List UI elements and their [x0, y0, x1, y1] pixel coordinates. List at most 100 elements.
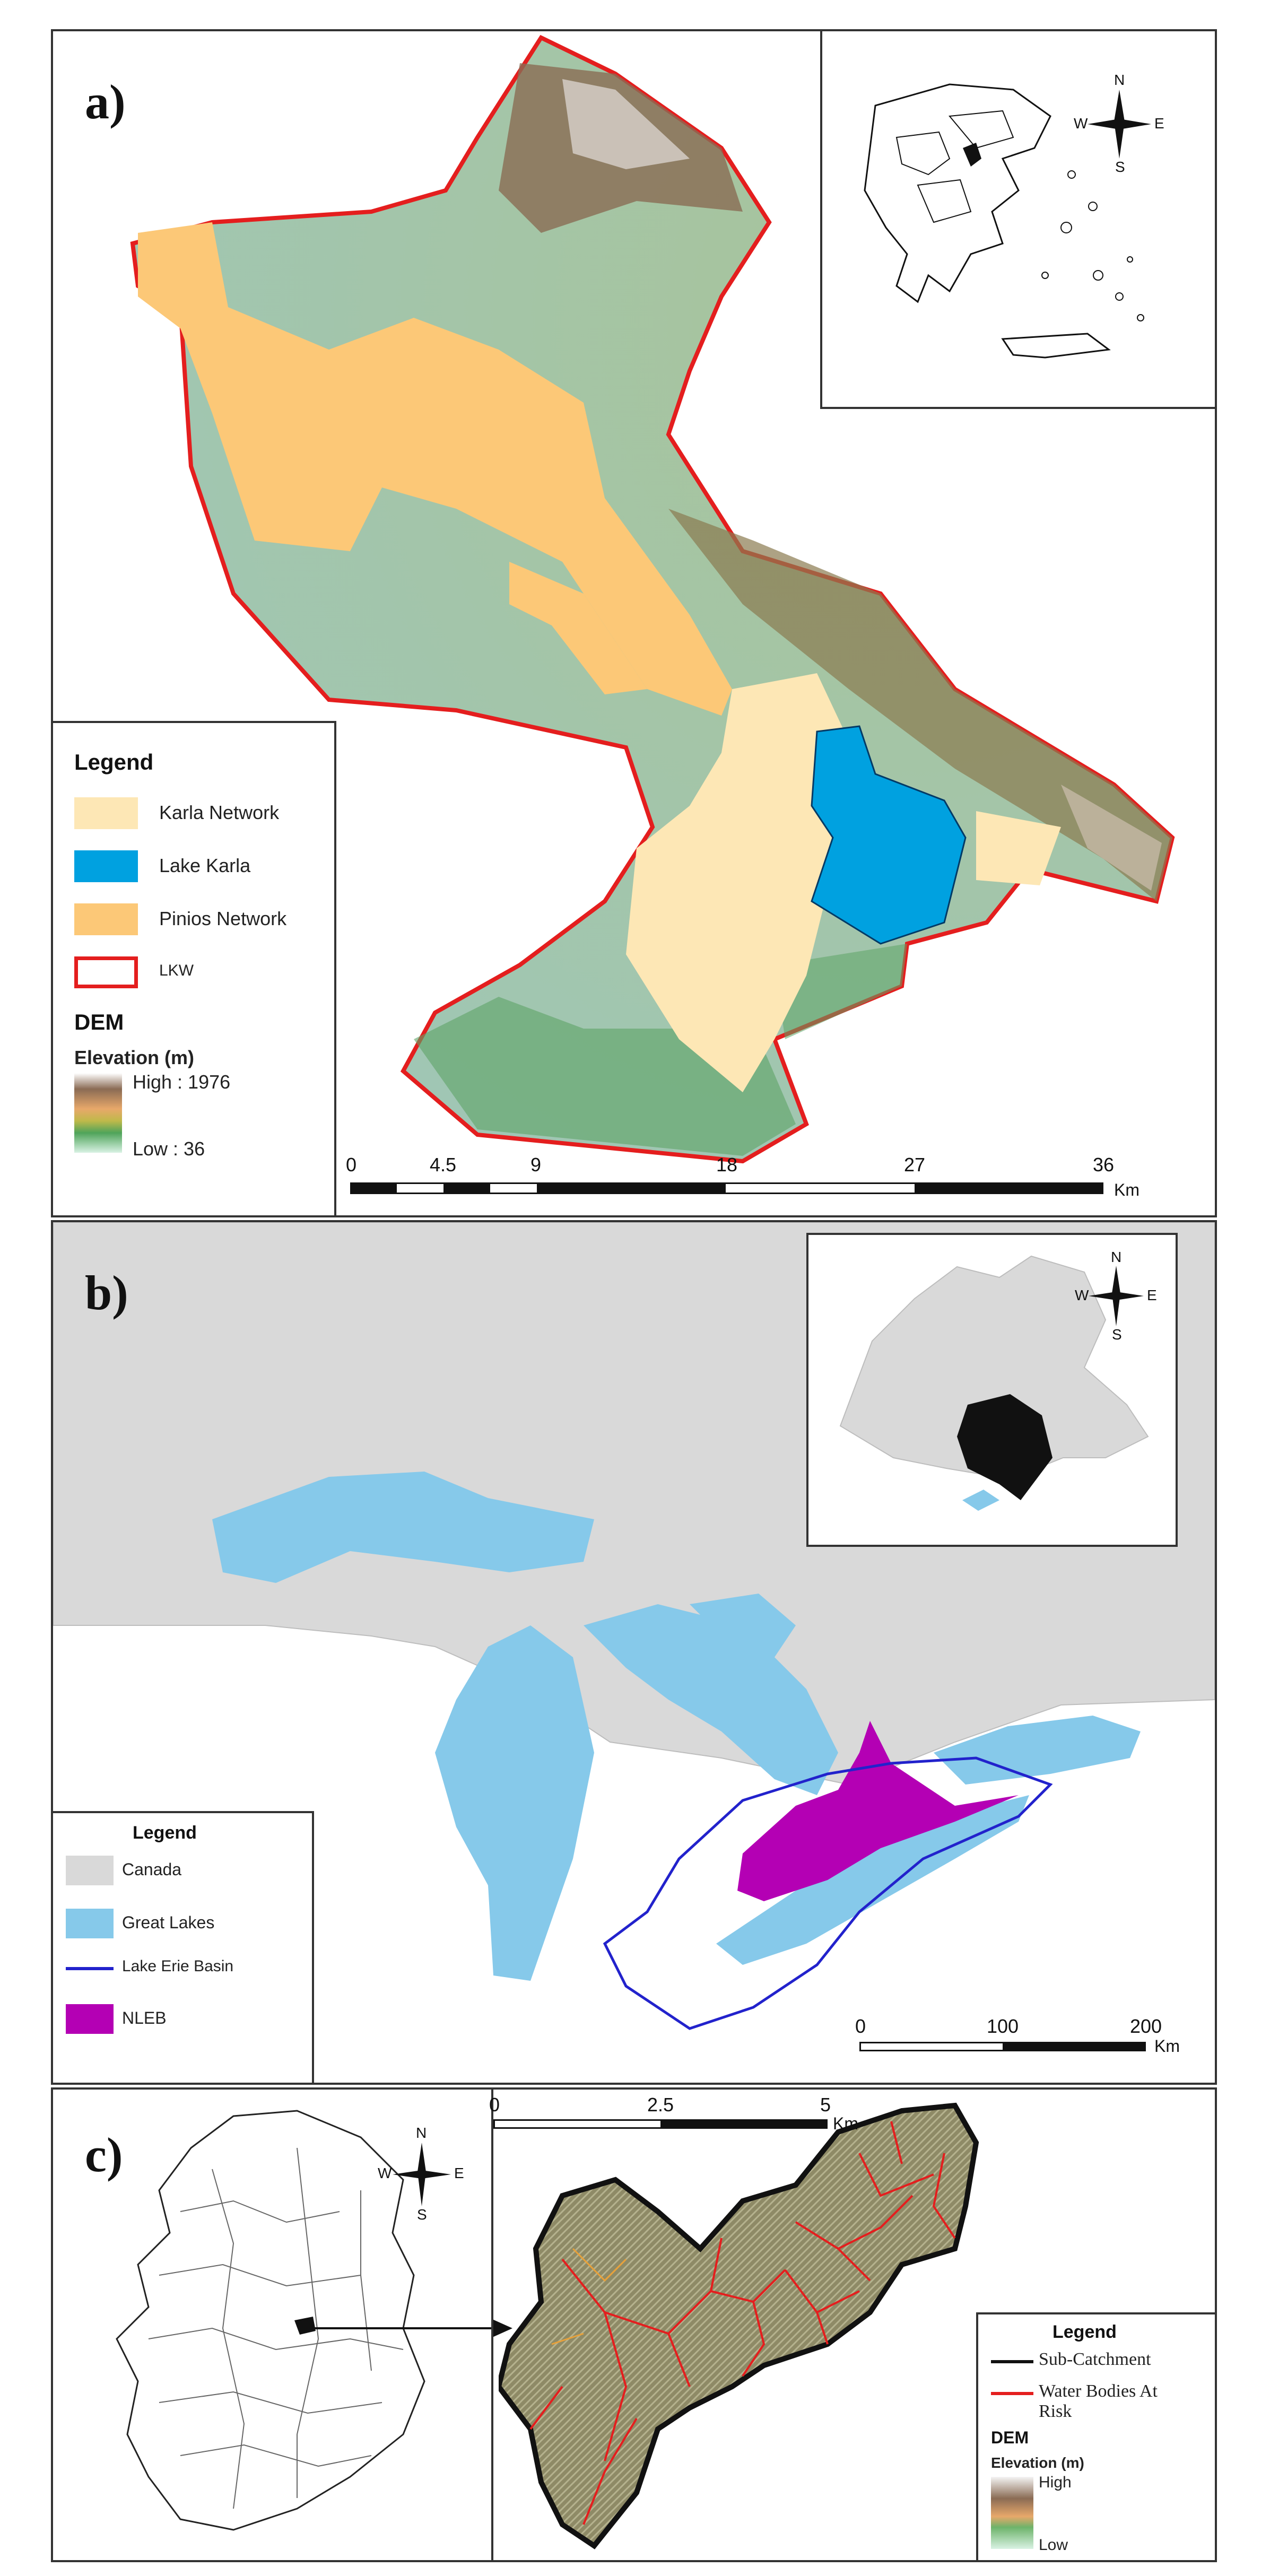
compass-s: S	[417, 2206, 427, 2223]
elevation-title-c: Elevation (m)	[991, 2455, 1084, 2471]
swatch-great-lakes	[66, 1909, 114, 1938]
pinios-branch	[509, 562, 647, 694]
scale-tick-9: 9	[530, 1154, 542, 1176]
catchment-location-marker	[294, 2317, 316, 2335]
compass-n: N	[416, 2125, 427, 2141]
panel-b-label: b)	[85, 1266, 128, 1320]
dem-title-a: DEM	[74, 1009, 124, 1034]
scale-tick-4-5: 4.5	[430, 1154, 457, 1176]
legend-b-title: Legend	[133, 1823, 197, 1843]
scale-bar-b: 0 100 200 Km	[855, 2015, 1199, 2063]
legend-c-title: Legend	[1052, 2322, 1117, 2342]
lake-erie-basin	[603, 1756, 1053, 2030]
compass-rose-b: N S W E	[1075, 1249, 1157, 1343]
compass-e: E	[454, 2165, 464, 2181]
legend-label-canada: Canada	[122, 1860, 182, 1879]
karla-location-marker	[963, 143, 981, 167]
legend-a: Legend Karla Network Lake Karla Pinios N…	[53, 721, 336, 1215]
lake-ontario	[934, 1716, 1141, 1785]
legend-label-lake-erie-basin: Lake Erie Basin	[122, 1957, 234, 1975]
compass-rose-a: N S W E	[1074, 72, 1164, 175]
compass-icon	[1089, 1266, 1144, 1326]
legend-label-lake-karla: Lake Karla	[159, 855, 251, 876]
legend-label-nleb: NLEB	[122, 2008, 167, 2027]
karla-network	[626, 673, 859, 1092]
swatch-canada	[66, 1856, 114, 1885]
scale-tick-18: 18	[716, 1154, 738, 1176]
compass-s: S	[1115, 159, 1125, 175]
legend-label-lkw: LKW	[159, 962, 194, 979]
elevation-title-a: Elevation (m)	[74, 1047, 195, 1068]
scale-tick-0: 0	[855, 2015, 866, 2037]
greece-outline-map	[864, 83, 1144, 359]
compass-w: W	[378, 2165, 392, 2181]
karla-network-east	[976, 811, 1061, 885]
sub-catchment-boundary	[499, 2102, 979, 2549]
lake-huron	[584, 1604, 838, 1795]
compass-icon	[393, 2143, 451, 2206]
lake-superior	[212, 1472, 594, 1583]
scale-tick-27: 27	[904, 1154, 926, 1176]
scale-unit-a: Km	[1114, 1180, 1139, 1199]
elevation-ramp-c	[991, 2477, 1033, 2549]
lake-michigan	[435, 1625, 594, 1981]
location-arrow-head	[491, 2319, 512, 2338]
swatch-water-bodies-at-risk	[991, 2392, 1033, 2395]
pinios-network	[138, 222, 732, 716]
legend-a-title: Legend	[74, 750, 154, 774]
lake-erie	[716, 1795, 1029, 1965]
compass-s: S	[1112, 1326, 1122, 1343]
greece-inset: N S W E	[820, 31, 1215, 409]
scale-tick-200: 200	[1130, 2015, 1162, 2037]
legend-label-great-lakes: Great Lakes	[122, 1913, 215, 1932]
swatch-sub-catchment	[991, 2360, 1033, 2363]
swatch-lake-erie-basin	[66, 1967, 114, 1970]
elevation-high-a: High : 1976	[133, 1071, 231, 1093]
nleb-region	[737, 1721, 1019, 1901]
legend-label-karla-network: Karla Network	[159, 802, 280, 823]
scale-tick-0: 0	[489, 2094, 500, 2116]
legend-label-water-bodies-at-risk: Water Bodies At Risk	[1039, 2381, 1158, 2421]
mountain-peak-north	[562, 79, 690, 169]
ridge-east-highlights	[1061, 785, 1162, 891]
elevation-ramp-a	[74, 1073, 122, 1153]
ontario-highlight	[957, 1394, 1052, 1500]
panel-c: c) N S W E 0 2.5 5 Km Legend	[51, 2087, 1217, 2562]
swatch-lkw	[74, 956, 138, 988]
ireland-catchments-map	[116, 2110, 493, 2531]
legend-label-sub-catchment: Sub-Catchment	[1039, 2349, 1151, 2369]
compass-w: W	[1075, 1287, 1089, 1303]
swatch-karla-network	[74, 797, 138, 829]
scale-bar-a: 0 4.5 9 18 27 36 Km	[346, 1151, 1210, 1204]
panel-b: b) N S W E Legend Canada Great Lakes Lak…	[51, 1220, 1217, 2085]
scale-unit-c: Km	[833, 2114, 858, 2133]
scale-tick-2-5: 2.5	[647, 2094, 674, 2116]
elevation-high-c: High	[1039, 2474, 1072, 2491]
karla-watershed-map	[130, 34, 1175, 1164]
scale-tick-5: 5	[820, 2094, 831, 2116]
compass-n: N	[1114, 72, 1125, 88]
canada-inset-map	[839, 1255, 1149, 1511]
swatch-pinios-network	[74, 903, 138, 935]
compass-icon	[1088, 90, 1151, 159]
compass-n: N	[1111, 1249, 1122, 1265]
panel-a: a)	[51, 29, 1217, 1217]
swatch-nleb	[66, 2004, 114, 2034]
dem-title-c: DEM	[991, 2428, 1029, 2447]
elevation-low-c: Low	[1039, 2536, 1068, 2554]
sub-catchment-map	[499, 2102, 979, 2549]
compass-e: E	[1147, 1287, 1157, 1303]
ridge-east	[668, 509, 1172, 901]
lake-karla	[811, 725, 967, 945]
scale-bar-c: 0 2.5 5 Km	[489, 2093, 897, 2140]
scale-tick-0: 0	[346, 1154, 357, 1176]
georgian-bay	[690, 1594, 796, 1657]
water-bodies-at-risk	[529, 2121, 956, 2525]
compass-rose-c: N S W E	[378, 2125, 464, 2223]
panel-a-label: a)	[85, 75, 126, 129]
panel-c-label: c)	[85, 2128, 123, 2182]
compass-w: W	[1074, 115, 1088, 132]
scale-unit-b: Km	[1154, 2037, 1180, 2056]
legend-b: Legend Canada Great Lakes Lake Erie Basi…	[53, 1811, 314, 2083]
elevation-low-a: Low : 36	[133, 1138, 205, 1160]
